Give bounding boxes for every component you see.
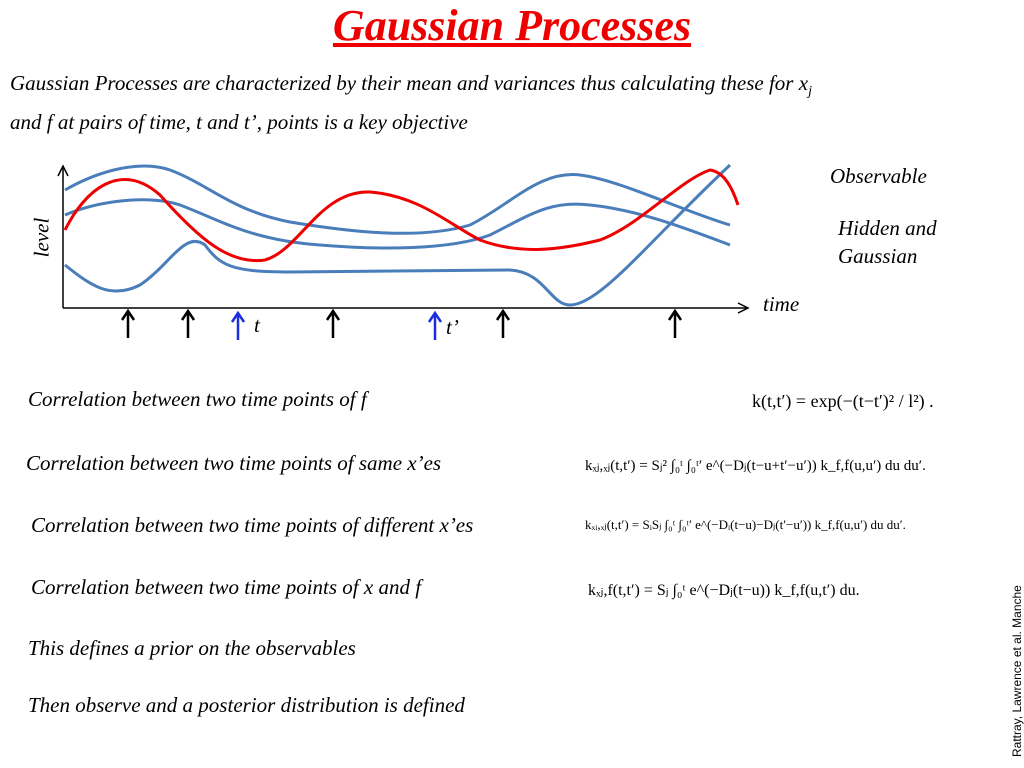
equation: kₓⱼ,ₓⱼ(t,t′) = Sⱼ² ∫₀ᵗ ∫₀ᵗ′ e^(−Dⱼ(t−u+t… — [585, 458, 926, 474]
equation: kₓⱼ,f(t,t′) = Sⱼ ∫₀ᵗ e^(−Dⱼ(t−u)) k_f,f(… — [588, 582, 860, 599]
row-label: Correlation between two time points of x… — [31, 575, 422, 599]
intro: Gaussian Processes are characterized by … — [10, 68, 1010, 137]
legend-hidden: Hidden and Gaussian — [838, 216, 937, 268]
intro-text-after: and f at pairs of time, t and t’, points… — [10, 110, 468, 135]
figure — [57, 163, 750, 340]
y-axis-arrow — [57, 164, 69, 177]
time-arrows — [120, 308, 683, 338]
x-axis-label: time — [763, 292, 800, 316]
row-label: Correlation between two time points of s… — [26, 451, 442, 475]
row-label: Correlation between two time points of d… — [31, 513, 474, 537]
t-label: t — [254, 313, 260, 337]
row-label: Correlation between two time points of f — [28, 387, 367, 411]
slide-title: Gaussian Processes — [332, 1, 692, 50]
equation: k(t,t′) = exp(−(t−t′)² / l²) . — [752, 391, 934, 411]
observable-curve — [63, 168, 740, 263]
hidden-curve — [64, 164, 731, 235]
equation: kₓᵢ,ₓⱼ(t,t′) = SᵢSⱼ ∫₀ᵗ ∫₀ᵗ′ e^(−Dᵢ(t−u)… — [585, 517, 906, 532]
citation: Rattray, Lawrence et al. Manche — [1010, 585, 1024, 757]
note: This defines a prior on the observables — [28, 636, 356, 660]
hidden-curve — [64, 163, 732, 307]
hidden-curve — [64, 198, 731, 250]
t-prime-label: t’ — [446, 315, 459, 339]
legend-observable: Observable — [830, 164, 927, 188]
selected-time-arrows — [230, 310, 443, 340]
intro-text: Gaussian Processes are characterized by … — [10, 71, 809, 95]
intro-subscript: j — [808, 84, 812, 100]
y-axis-label: level — [29, 217, 54, 258]
x-axis-arrow — [737, 302, 750, 314]
note: Then observe and a posterior distributio… — [28, 693, 465, 717]
